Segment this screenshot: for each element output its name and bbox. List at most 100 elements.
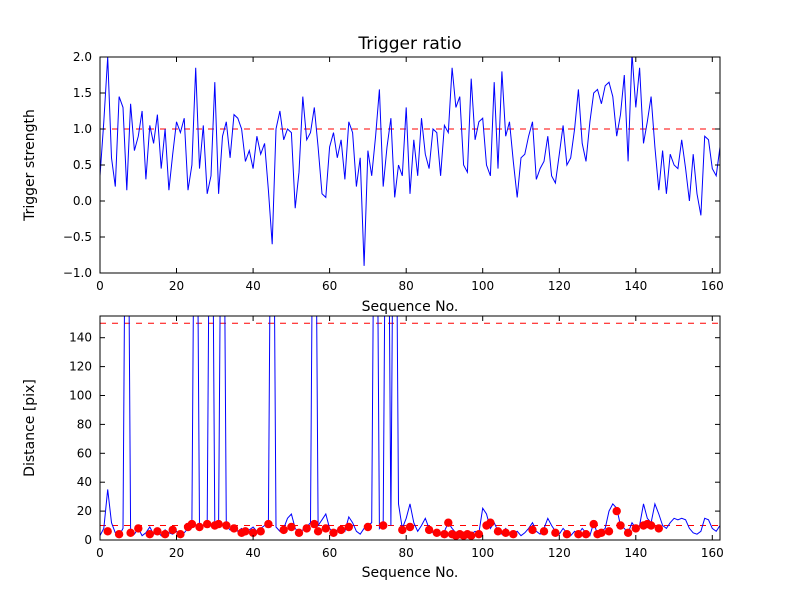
matched-points-marker: [256, 527, 265, 536]
y-tick-label: 140: [69, 331, 92, 345]
matched-points-marker: [153, 527, 162, 536]
y-tick-label: 60: [77, 446, 92, 460]
trigger-ratio-line: [100, 57, 720, 266]
matched-points-marker: [631, 524, 640, 533]
matched-points-marker: [474, 530, 484, 539]
top-y-axis-label: Trigger strength: [22, 109, 38, 221]
matched-points-marker: [145, 530, 154, 539]
matched-points-marker: [310, 519, 319, 529]
matched-points-marker: [264, 519, 273, 529]
distance-line: [100, 316, 720, 537]
x-tick-label: 0: [96, 279, 104, 293]
x-tick-label: 120: [548, 546, 571, 560]
matched-points-marker: [222, 521, 231, 530]
x-tick-label: 40: [245, 279, 260, 293]
matched-points-marker: [279, 525, 288, 535]
matched-points-marker: [623, 528, 633, 537]
matched-points-marker: [589, 519, 598, 529]
matched-points-marker: [432, 528, 441, 537]
matched-points-marker: [287, 522, 296, 532]
y-tick-label: 40: [77, 475, 92, 489]
x-tick-label: 140: [624, 279, 647, 293]
plot-area: [100, 57, 720, 266]
axes-frame: [99, 56, 721, 274]
matched-points-marker: [486, 518, 495, 527]
y-tick-label: 0: [84, 533, 92, 547]
matched-points-marker: [501, 528, 510, 537]
matched-points-marker: [321, 524, 330, 533]
matched-points-marker: [440, 530, 449, 539]
y-tick-label: 80: [77, 417, 92, 431]
matched-points-marker: [509, 530, 518, 539]
matched-points-marker: [467, 531, 476, 540]
top-x-axis-label: Sequence No.: [361, 299, 459, 315]
x-tick-label: 80: [399, 279, 414, 293]
bottom-x-axis-label: Sequence No.: [361, 565, 459, 581]
chart-title: Trigger ratio: [358, 34, 462, 54]
matched-points-marker: [229, 524, 239, 533]
subplot-0: 0 20 40 60 80 100 120 140 160 −1.0 −0.5 0.0 0.5 1.0 1.…: [63, 50, 724, 293]
matched-points-marker: [126, 528, 135, 537]
y-tick-label: 100: [69, 389, 92, 403]
y-tick-label: 1.5: [73, 86, 92, 100]
matched-points-marker: [616, 521, 625, 530]
matched-points-marker: [214, 519, 223, 529]
matched-points-marker: [612, 506, 621, 516]
matched-points-marker: [114, 530, 124, 539]
matched-points-marker: [398, 525, 407, 535]
subplot-1: 0 20 40 60 80 100 120 140 160 0 20 40 60 80 100 120 140: [69, 315, 724, 560]
matched-points-marker: [363, 522, 373, 532]
matched-points-marker: [581, 530, 591, 539]
matched-points-marker: [329, 528, 338, 537]
matched-points-marker: [168, 525, 177, 535]
y-tick-label: −0.5: [63, 230, 92, 244]
matched-points-marker: [203, 519, 212, 529]
x-tick-label: 60: [322, 279, 337, 293]
x-tick-label: 60: [322, 546, 337, 560]
matched-points-marker: [539, 527, 549, 536]
x-tick-label: 20: [169, 279, 184, 293]
matched-points-marker: [344, 522, 353, 532]
matched-points-marker: [646, 521, 656, 530]
y-tick-label: 0.0: [73, 194, 92, 208]
matched-points-marker: [424, 525, 434, 535]
x-tick-label: 0: [96, 546, 104, 560]
matched-points-marker: [597, 528, 606, 537]
matched-points-marker: [313, 527, 323, 536]
matched-points-marker: [294, 528, 304, 537]
matched-points-marker: [562, 530, 572, 539]
matched-points-marker: [160, 530, 170, 539]
y-tick-label: 2.0: [73, 50, 92, 64]
matched-points-marker: [528, 525, 537, 535]
x-tick-label: 120: [548, 279, 571, 293]
axes-frame: [99, 315, 721, 541]
matched-points-marker: [493, 527, 503, 536]
matched-points-marker: [604, 527, 614, 536]
matched-points-marker: [336, 525, 346, 535]
y-tick-label: 20: [77, 504, 92, 518]
y-tick-label: 1.0: [73, 122, 92, 136]
matched-points-marker: [187, 519, 197, 529]
plot-area: [100, 316, 720, 540]
x-tick-label: 20: [169, 546, 184, 560]
bottom-y-axis-label: Distance [pix]: [22, 379, 38, 477]
matched-points-marker: [444, 518, 453, 527]
y-tick-label: 120: [69, 360, 92, 374]
x-tick-label: 100: [471, 279, 494, 293]
matched-points-marker: [302, 524, 311, 533]
matched-points-marker: [551, 528, 560, 537]
matched-points-marker: [405, 522, 415, 532]
matched-points-marker: [176, 530, 185, 539]
matched-points-marker: [654, 524, 663, 533]
x-tick-label: 80: [399, 546, 414, 560]
x-tick-label: 40: [245, 546, 260, 560]
x-tick-label: 100: [471, 546, 494, 560]
matched-points-marker: [134, 524, 143, 533]
matched-points-marker: [248, 528, 258, 537]
x-tick-label: 160: [701, 546, 724, 560]
matched-points-marker: [574, 530, 583, 539]
x-tick-label: 140: [624, 546, 647, 560]
matched-points-marker: [195, 522, 204, 532]
